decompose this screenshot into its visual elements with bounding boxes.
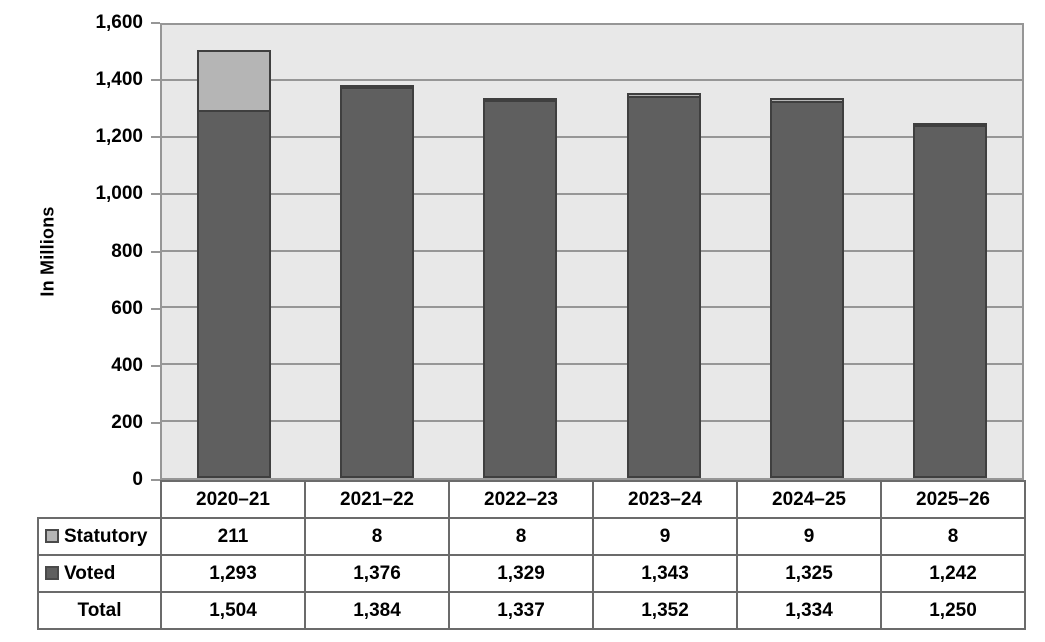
statutory-value-2024-25: 9 [736, 517, 882, 556]
gridline [162, 420, 1022, 422]
y-tick-mark [151, 22, 160, 24]
legend-label-total: Total [77, 599, 122, 621]
table-corner-spacer [38, 481, 161, 518]
statutory-value-2021-22: 8 [304, 517, 450, 556]
year-header-2021-22: 2021–22 [304, 480, 450, 519]
y-tick-label: 800 [111, 240, 143, 262]
gridline [162, 193, 1022, 195]
bar-statutory-2023-24 [627, 93, 701, 98]
total-value-2023-24: 1,352 [592, 591, 738, 630]
y-tick-label: 1,400 [95, 69, 143, 91]
legend-cell-voted: Voted [37, 554, 162, 593]
statutory-value-2022-23: 8 [448, 517, 594, 556]
legend-cell-total: Total [37, 591, 162, 630]
bar-voted-2020-21 [197, 110, 271, 478]
year-header-2023-24: 2023–24 [592, 480, 738, 519]
bar-voted-2022-23 [483, 100, 557, 478]
y-tick-label: 1,600 [95, 12, 143, 33]
voted-value-2021-22: 1,376 [304, 554, 450, 593]
y-tick-label: 600 [111, 297, 143, 319]
y-tick-mark [151, 364, 160, 367]
statutory-swatch-icon [45, 528, 59, 543]
legend-cell-statutory: Statutory [37, 517, 162, 556]
total-value-2025-26: 1,250 [880, 591, 1026, 630]
y-tick-mark [151, 307, 160, 310]
bar-voted-2024-25 [770, 101, 844, 478]
bar-statutory-2024-25 [770, 98, 844, 103]
voted-swatch-icon [45, 565, 59, 580]
bar-voted-2021-22 [340, 87, 414, 478]
gridline [162, 306, 1022, 308]
voted-value-2022-23: 1,329 [448, 554, 594, 593]
bar-statutory-2021-22 [340, 85, 414, 89]
bar-voted-2025-26 [913, 125, 987, 478]
y-tick-mark [151, 421, 160, 424]
bar-statutory-2025-26 [913, 123, 987, 127]
year-header-2020-21: 2020–21 [160, 480, 306, 519]
gridline [162, 363, 1022, 365]
statutory-value-2025-26: 8 [880, 517, 1026, 556]
gridline [162, 23, 1022, 25]
bar-statutory-2020-21 [197, 50, 271, 112]
bar-statutory-2022-23 [483, 98, 557, 102]
total-value-2021-22: 1,384 [304, 591, 450, 630]
gridline [162, 136, 1022, 138]
y-tick-mark [151, 79, 160, 82]
plot-area [160, 23, 1024, 480]
voted-value-2025-26: 1,242 [880, 554, 1026, 593]
year-header-2024-25: 2024–25 [736, 480, 882, 519]
gridline [162, 79, 1022, 81]
legend-label-statutory: Statutory [64, 525, 148, 547]
bar-voted-2023-24 [627, 96, 701, 478]
y-tick-mark [151, 193, 160, 196]
y-tick-label: 1,000 [95, 183, 143, 205]
total-value-2020-21: 1,504 [160, 591, 306, 630]
y-tick-mark [151, 479, 160, 481]
year-header-2022-23: 2022–23 [448, 480, 594, 519]
data-table: 2020–21 2021–22 2022–23 2023–24 2024–25 2025–… [37, 480, 1026, 630]
voted-value-2020-21: 1,293 [160, 554, 306, 593]
y-tick-mark [151, 136, 160, 139]
y-tick-label: 0 [132, 469, 143, 490]
year-header-2025-26: 2025–26 [880, 480, 1026, 519]
statutory-value-2020-21: 211 [160, 517, 306, 556]
voted-value-2024-25: 1,325 [736, 554, 882, 593]
y-tick-label: 400 [111, 354, 143, 376]
total-value-2022-23: 1,337 [448, 591, 594, 630]
y-tick-label: 200 [111, 411, 143, 433]
gridline [162, 250, 1022, 252]
y-tick-label: 1,200 [95, 126, 143, 148]
y-axis: 1,600 1,400 1,200 1,000 800 600 400 200 0 [0, 12, 143, 490]
legend-label-voted: Voted [64, 562, 116, 584]
voted-value-2023-24: 1,343 [592, 554, 738, 593]
y-tick-mark [151, 250, 160, 253]
total-value-2024-25: 1,334 [736, 591, 882, 630]
statutory-value-2023-24: 9 [592, 517, 738, 556]
